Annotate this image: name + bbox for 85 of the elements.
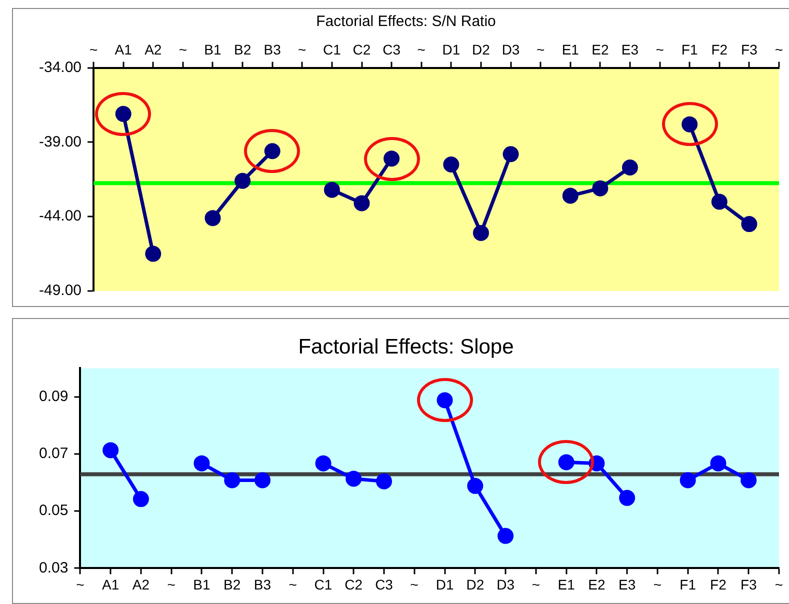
point — [680, 472, 696, 488]
point — [502, 146, 519, 162]
point — [204, 210, 221, 226]
point — [132, 491, 149, 508]
point — [710, 455, 726, 472]
x-tick-label: B1 — [204, 41, 222, 58]
point — [234, 172, 251, 189]
point — [224, 472, 240, 488]
x-tick-label: C3 — [382, 41, 401, 58]
x-tick-label: F3 — [740, 576, 757, 592]
point — [711, 194, 728, 210]
x-tick-label: A1 — [102, 576, 120, 592]
chart-title: Factorial Effects: S/N Ratio — [316, 13, 496, 30]
point — [315, 455, 332, 472]
y-tick-label: -39.00 — [38, 133, 82, 150]
x-tick-label: ~ — [178, 41, 188, 58]
y-tick-label: 0.05 — [38, 502, 68, 520]
y-tick-label: -34.00 — [38, 58, 82, 76]
point — [324, 182, 340, 198]
y-tick-label: 0.07 — [38, 445, 68, 462]
x-tick-label: E2 — [592, 41, 609, 58]
x-tick-label: D2 — [466, 576, 484, 592]
x-tick-label: B3 — [254, 576, 272, 592]
point — [740, 472, 757, 488]
x-tick-label: D1 — [436, 576, 454, 592]
point — [102, 442, 119, 458]
point — [619, 490, 636, 506]
x-tick-label: D1 — [442, 41, 460, 58]
y-tick-label: -44.00 — [38, 208, 82, 225]
x-tick-label: ~ — [656, 41, 664, 58]
x-tick-label: C2 — [344, 576, 363, 592]
x-tick-label: B1 — [193, 576, 210, 592]
x-tick-label: C3 — [375, 576, 394, 592]
x-tick-label: F3 — [741, 41, 758, 58]
x-tick-label: B2 — [224, 576, 241, 592]
x-tick-label: ~ — [536, 41, 545, 58]
x-tick-label: F2 — [710, 576, 727, 592]
x-tick-label: D3 — [496, 576, 515, 592]
x-tick-label: A1 — [114, 41, 132, 58]
x-tick-label: ~ — [298, 41, 306, 58]
x-tick-label: ~ — [76, 576, 84, 592]
point — [194, 455, 210, 472]
point — [467, 478, 484, 494]
x-tick-label: D3 — [502, 41, 520, 58]
x-tick-label: ~ — [410, 576, 418, 592]
chart-title: Factorial Effects: Slope — [298, 335, 514, 358]
x-tick-label: C1 — [314, 576, 332, 592]
x-tick-label: ~ — [89, 41, 98, 58]
x-tick-label: ~ — [532, 576, 540, 592]
x-tick-label: E2 — [588, 576, 606, 592]
point — [622, 159, 638, 176]
y-tick-label: -49.00 — [38, 282, 82, 300]
point — [254, 472, 270, 488]
x-tick-label: ~ — [774, 41, 784, 58]
point — [562, 188, 578, 204]
point — [443, 156, 460, 173]
x-tick-label: ~ — [774, 576, 784, 592]
x-tick-label: E3 — [621, 41, 639, 58]
y-tick-label: 0.03 — [38, 559, 68, 576]
point — [376, 473, 392, 490]
y-tick-label: 0.09 — [38, 388, 68, 405]
x-tick-label: D2 — [472, 41, 490, 58]
point — [498, 528, 514, 544]
point — [592, 180, 608, 196]
x-tick-label: ~ — [653, 576, 662, 592]
point — [346, 470, 362, 487]
x-tick-label: F1 — [680, 576, 696, 592]
point — [145, 246, 162, 262]
x-tick-label: ~ — [417, 41, 426, 58]
x-tick-label: ~ — [167, 576, 176, 592]
x-tick-label: E1 — [558, 576, 576, 592]
x-tick-label: A2 — [144, 41, 162, 58]
x-tick-label: F1 — [681, 41, 698, 58]
point — [472, 224, 489, 241]
x-tick-label: E3 — [618, 576, 636, 592]
x-tick-label: B2 — [234, 41, 252, 58]
point — [354, 195, 370, 212]
x-tick-label: A2 — [132, 576, 150, 592]
x-tick-label: C1 — [323, 41, 342, 58]
point — [741, 216, 758, 232]
x-tick-label: E1 — [562, 41, 580, 58]
x-tick-label: C2 — [352, 41, 371, 58]
x-tick-label: ~ — [288, 576, 297, 592]
x-tick-label: B3 — [264, 41, 282, 58]
x-tick-label: F2 — [711, 41, 728, 58]
